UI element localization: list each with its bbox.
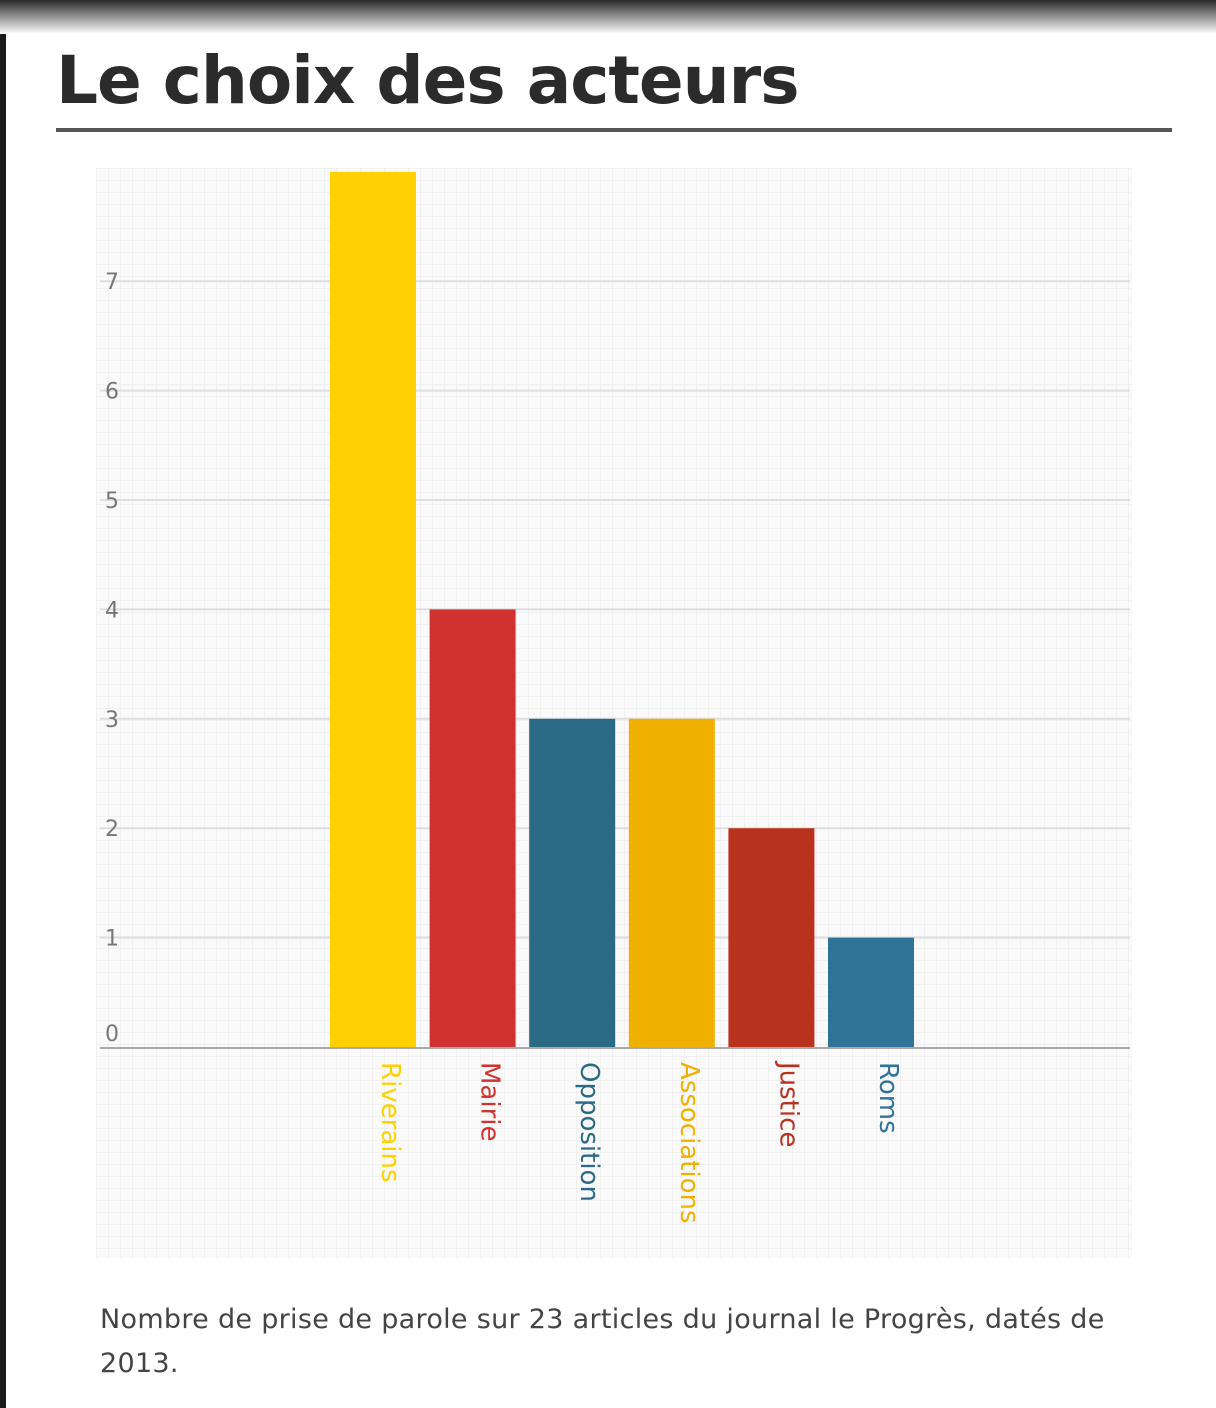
chart-background [96, 168, 1132, 1258]
y-tick-label: 0 [105, 1022, 119, 1047]
bar-riverains [330, 171, 416, 1048]
bar-justice [728, 828, 815, 1047]
bar-opposition [529, 718, 616, 1047]
y-tick-label: 5 [105, 489, 119, 514]
x-tick-label: Justice [773, 1060, 803, 1147]
y-tick-label: 2 [105, 817, 119, 842]
x-tick-label: Opposition [574, 1062, 604, 1202]
y-tick-label: 6 [105, 380, 119, 405]
y-tick-label: 7 [105, 270, 119, 295]
chart-caption: Nombre de prise de parole sur 23 article… [100, 1304, 1105, 1379]
y-tick-label: 3 [105, 708, 119, 733]
title-divider [56, 128, 1172, 132]
x-tick-label: Riverains [375, 1062, 405, 1183]
y-tick-label: 4 [105, 598, 119, 623]
bar-roms [828, 937, 914, 1047]
y-tick-label: 1 [105, 927, 119, 952]
bar-associations [628, 718, 715, 1047]
x-tick-label: Roms [873, 1062, 903, 1134]
page-title: Le choix des acteurs [56, 42, 799, 119]
x-tick-label: Associations [674, 1062, 704, 1224]
x-tick-label: Mairie [475, 1062, 505, 1142]
bar-mairie [429, 609, 516, 1047]
top-shadow [0, 0, 1216, 34]
